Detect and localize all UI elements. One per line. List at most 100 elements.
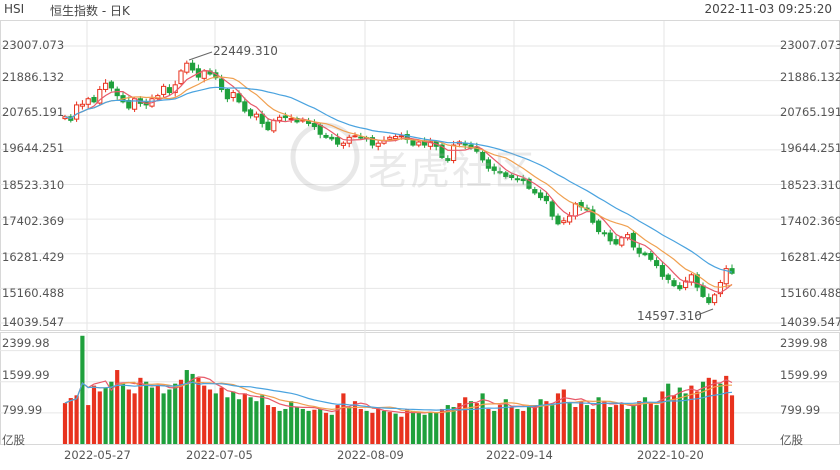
candle-down	[491, 166, 497, 171]
candle-up	[79, 103, 85, 107]
price-tick-left: 20765.191	[2, 105, 65, 119]
watermark-logo	[290, 122, 360, 192]
volume-bar	[654, 405, 659, 444]
volume-bar	[677, 387, 682, 444]
price-tick-left: 14039.547	[2, 315, 65, 329]
volume-bar	[445, 405, 450, 444]
volume-bar	[283, 408, 288, 444]
high-annotation-pointer	[188, 51, 213, 61]
volume-bar	[700, 381, 706, 444]
volume-bar	[596, 397, 601, 444]
candle-down	[335, 137, 341, 145]
candle-down	[514, 178, 520, 181]
volume-bar	[463, 397, 468, 444]
index-name-label: 恒生指数 - 日K	[50, 4, 130, 18]
volume-bar	[306, 410, 311, 444]
volume-bar	[352, 401, 358, 444]
price-tick-right: 21886.132	[780, 70, 840, 84]
volume-bar	[410, 410, 416, 444]
candle-down	[166, 87, 172, 94]
candle-up	[277, 116, 283, 121]
volume-bar	[202, 385, 207, 444]
volume-bar	[120, 383, 126, 444]
volume-bar	[457, 403, 462, 444]
volume-bar	[155, 385, 160, 444]
price-tick-left: 15160.488	[2, 286, 65, 300]
volume-bar	[248, 397, 253, 444]
volume-unit-right: 亿股	[780, 433, 803, 447]
volume-bar	[242, 393, 247, 444]
volume-unit-left: 亿股	[2, 433, 25, 447]
candle-up	[416, 141, 422, 146]
volume-bar	[277, 410, 282, 444]
candle-down	[265, 121, 271, 131]
volume-bar	[480, 393, 485, 444]
candle-up	[387, 136, 393, 140]
price-tick-right: 16281.429	[780, 250, 840, 264]
candle-down	[706, 297, 712, 304]
candle-down	[543, 195, 549, 202]
volume-bar	[109, 381, 114, 444]
volume-bar	[62, 403, 68, 444]
candle-down	[648, 252, 654, 260]
price-tick-left: 16281.429	[2, 250, 65, 264]
timestamp-label: 2022-11-03 09:25:20	[704, 2, 832, 16]
candle-up	[201, 70, 207, 79]
volume-bar	[515, 408, 520, 444]
candle-down	[497, 171, 503, 174]
candle-down	[555, 215, 561, 225]
price-tick-right: 19644.251	[780, 141, 840, 155]
price-tick-right: 17402.369	[780, 214, 840, 228]
candle-down	[358, 136, 364, 139]
volume-bar	[532, 405, 537, 444]
volume-bar	[729, 395, 735, 444]
candle-down	[596, 220, 602, 233]
candle-up	[398, 135, 404, 138]
volume-bar	[387, 412, 392, 444]
volume-bar	[637, 401, 642, 444]
volume-bar	[579, 401, 584, 444]
candle-down	[700, 285, 706, 297]
volume-tick-right: 1599.99	[780, 368, 828, 382]
candle-down	[219, 78, 225, 90]
candle-down	[590, 209, 596, 223]
price-tick-left: 23007.073	[2, 38, 65, 52]
candle-up	[619, 237, 625, 246]
volume-bar	[538, 399, 543, 444]
volume-bar	[68, 398, 73, 444]
candle-down	[526, 178, 532, 189]
volume-bar	[86, 405, 91, 444]
volume-bar	[706, 377, 711, 444]
price-tick-right: 14039.547	[780, 315, 840, 329]
volume-bar	[724, 375, 729, 444]
volume-bar	[422, 414, 427, 444]
candle-up	[717, 282, 723, 295]
volume-bar	[718, 383, 723, 444]
volume-bar	[642, 397, 648, 444]
volume-bar	[265, 405, 271, 444]
candle-down	[636, 247, 642, 254]
volume-bar	[497, 405, 503, 444]
volume-bar	[167, 389, 172, 444]
candle-down	[248, 109, 254, 117]
date-tick: 2022-10-20	[637, 448, 704, 462]
candle-down	[654, 260, 660, 267]
price-tick-right: 15160.488	[780, 286, 840, 300]
candle-down	[329, 136, 335, 140]
price-tick-right: 23007.073	[780, 38, 840, 52]
ma-mid-line	[64, 76, 733, 288]
candle-down	[509, 174, 515, 178]
volume-bar	[358, 408, 363, 444]
candle-up	[172, 84, 178, 94]
candle-up	[271, 119, 277, 132]
volume-bar	[231, 391, 236, 444]
volume-bar	[323, 412, 329, 444]
volume-bar	[260, 395, 265, 444]
candle-up	[184, 62, 190, 73]
candle-up	[427, 141, 433, 147]
candle-down	[259, 113, 265, 124]
candle-up	[161, 85, 167, 95]
watermark-text: 老虎社区	[368, 148, 536, 194]
candle-down	[665, 274, 671, 280]
